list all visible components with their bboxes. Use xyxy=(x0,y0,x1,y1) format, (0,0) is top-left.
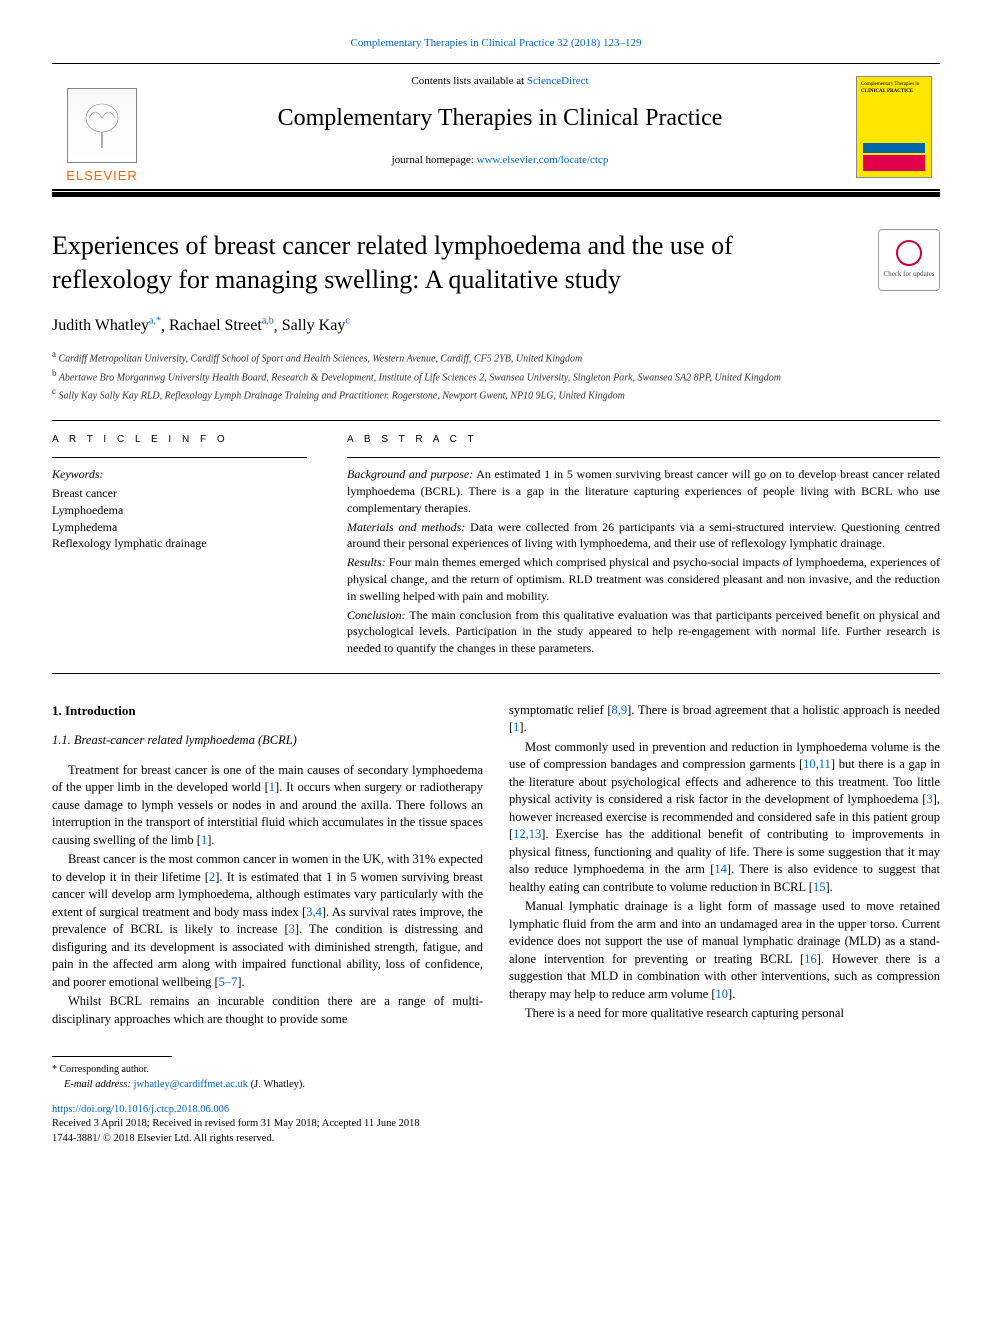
cover-text-top: Complementary Therapies in xyxy=(861,81,927,88)
abstract-label: A B S T R A C T xyxy=(347,433,940,447)
journal-name: Complementary Therapies in Clinical Prac… xyxy=(162,102,838,136)
authors: Judith Whatleya,*, Rachael Streeta,b, Sa… xyxy=(52,315,940,338)
email-link[interactable]: jwhatley@cardiffmet.ac.uk xyxy=(134,1079,248,1090)
homepage-link[interactable]: www.elsevier.com/locate/ctcp xyxy=(477,154,609,166)
left-column: 1. Introduction 1.1. Breast-cancer relat… xyxy=(52,702,483,1030)
paragraph: Manual lymphatic drainage is a light for… xyxy=(509,898,940,1003)
keyword: Lymphoedema xyxy=(52,502,307,519)
article-dates: Received 3 April 2018; Received in revis… xyxy=(52,1117,940,1132)
author[interactable]: Judith Whatleya,* xyxy=(52,317,161,334)
author[interactable]: Rachael Streeta,b xyxy=(169,317,274,334)
keyword: Lymphedema xyxy=(52,519,307,536)
paragraph: There is a need for more qualitative res… xyxy=(509,1005,940,1023)
journal-cover[interactable]: Complementary Therapies in CLINICAL PRAC… xyxy=(848,64,940,189)
subsection-heading: 1.1. Breast-cancer related lymphoedema (… xyxy=(52,732,483,750)
affiliation: c Sally Kay Sally Kay RLD, Reflexology L… xyxy=(52,385,940,404)
section-heading: 1. Introduction xyxy=(52,702,483,720)
affiliations: a Cardiff Metropolitan University, Cardi… xyxy=(52,348,940,404)
journal-citation[interactable]: Complementary Therapies in Clinical Prac… xyxy=(52,36,940,51)
affiliation: b Abertawe Bro Morgannwg University Heal… xyxy=(52,367,940,386)
abstract: Background and purpose: An estimated 1 i… xyxy=(347,466,940,657)
paragraph: Whilst BCRL remains an incurable conditi… xyxy=(52,993,483,1028)
cover-text-mid: CLINICAL PRACTICE xyxy=(861,88,927,95)
paragraph: Most commonly used in prevention and red… xyxy=(509,739,940,897)
right-column: symptomatic relief [8,9]. There is broad… xyxy=(509,702,940,1030)
paragraph: Treatment for breast cancer is one of th… xyxy=(52,762,483,850)
article-info-label: A R T I C L E I N F O xyxy=(52,433,307,447)
affiliation: a Cardiff Metropolitan University, Cardi… xyxy=(52,348,940,367)
doi-link[interactable]: https://doi.org/10.1016/j.ctcp.2018.06.0… xyxy=(52,1104,229,1115)
keywords-heading: Keywords: xyxy=(52,466,307,483)
corresponding-author-note: * Corresponding author. E-mail address: … xyxy=(52,1063,940,1092)
doi-block: https://doi.org/10.1016/j.ctcp.2018.06.0… xyxy=(52,1103,940,1147)
body-columns: 1. Introduction 1.1. Breast-cancer relat… xyxy=(52,702,940,1030)
copyright: 1744-3881/ © 2018 Elsevier Ltd. All righ… xyxy=(52,1132,940,1147)
keyword: Reflexology lymphatic drainage xyxy=(52,535,307,552)
publisher-logo[interactable]: ELSEVIER xyxy=(52,64,152,189)
masthead: ELSEVIER Contents lists available at Sci… xyxy=(52,63,940,191)
elsevier-tree-icon xyxy=(67,88,137,163)
author[interactable]: Sally Kayc xyxy=(282,317,350,334)
article-title: Experiences of breast cancer related lym… xyxy=(52,229,792,297)
sciencedirect-link[interactable]: ScienceDirect xyxy=(527,75,589,87)
paragraph: Breast cancer is the most common cancer … xyxy=(52,851,483,991)
crossmark-icon xyxy=(896,240,922,266)
paragraph: symptomatic relief [8,9]. There is broad… xyxy=(509,702,940,737)
keyword: Breast cancer xyxy=(52,485,307,502)
journal-homepage: journal homepage: www.elsevier.com/locat… xyxy=(162,153,838,168)
check-updates-badge[interactable]: Check for updates xyxy=(878,229,940,291)
contents-available: Contents lists available at ScienceDirec… xyxy=(162,74,838,89)
publisher-name: ELSEVIER xyxy=(66,167,138,185)
